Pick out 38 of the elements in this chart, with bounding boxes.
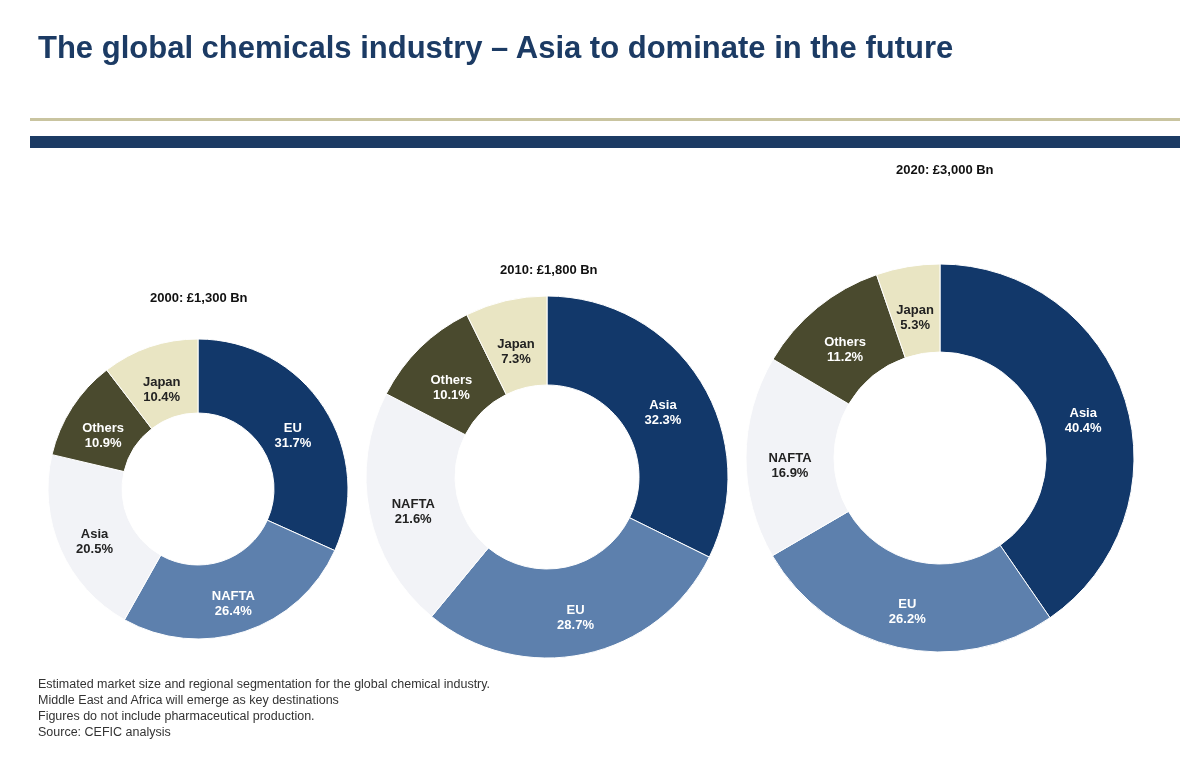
- slice-label: Asia: [80, 526, 110, 542]
- slice-label: NAFTA: [768, 449, 813, 465]
- chart-subtitle: 2020: £3,000 Bn: [896, 162, 994, 177]
- data-label: 26.2%: [888, 611, 927, 627]
- text: The global chemicals industry – Asia to dominate in the future: [38, 30, 955, 66]
- slice-label: Others: [82, 419, 125, 435]
- data-label: 10.9%: [84, 434, 122, 450]
- slice-label: NAFTA: [211, 588, 256, 604]
- text: Figures do not include pharmaceutical production.: [38, 708, 316, 724]
- slice-label: Asia: [1069, 405, 1098, 421]
- slice-label: Japan: [142, 373, 181, 389]
- slice-label: Others: [824, 333, 867, 349]
- slice-label: EU: [898, 596, 917, 612]
- slice-label: EU: [566, 602, 585, 618]
- slice-label: Asia: [649, 396, 678, 412]
- data-label: 16.9%: [771, 464, 809, 480]
- slice-label: EU: [283, 419, 302, 435]
- text: Middle East and Africa will emerge as key destinations: [38, 692, 340, 708]
- data-label: 26.4%: [214, 603, 253, 619]
- slice-label: Japan: [896, 302, 934, 318]
- data-label: 10.4%: [143, 388, 181, 404]
- text: Estimated market size and regional segmentation for the global chemical industry.: [38, 676, 491, 692]
- data-label: 5.3%: [900, 317, 931, 333]
- data-label: 20.5%: [76, 541, 114, 557]
- data-label: 32.3%: [644, 411, 682, 427]
- data-label: 21.6%: [394, 511, 433, 527]
- slice-label: NAFTA: [391, 496, 436, 512]
- data-label: 28.7%: [557, 617, 595, 633]
- data-label: 40.4%: [1064, 420, 1103, 436]
- data-label: 7.3%: [501, 351, 532, 367]
- slice-label: Others: [430, 371, 473, 387]
- chart-subtitle: 2000: £1,300 Bn: [150, 290, 248, 305]
- slice-label: Japan: [497, 336, 535, 352]
- data-label: 31.7%: [274, 434, 312, 450]
- data-label: 10.1%: [432, 386, 471, 402]
- source-note: Source: CEFIC analysis: [38, 724, 172, 740]
- data-label: 11.2%: [827, 348, 864, 364]
- chart-subtitle: 2010: £1,800 Bn: [500, 262, 598, 277]
